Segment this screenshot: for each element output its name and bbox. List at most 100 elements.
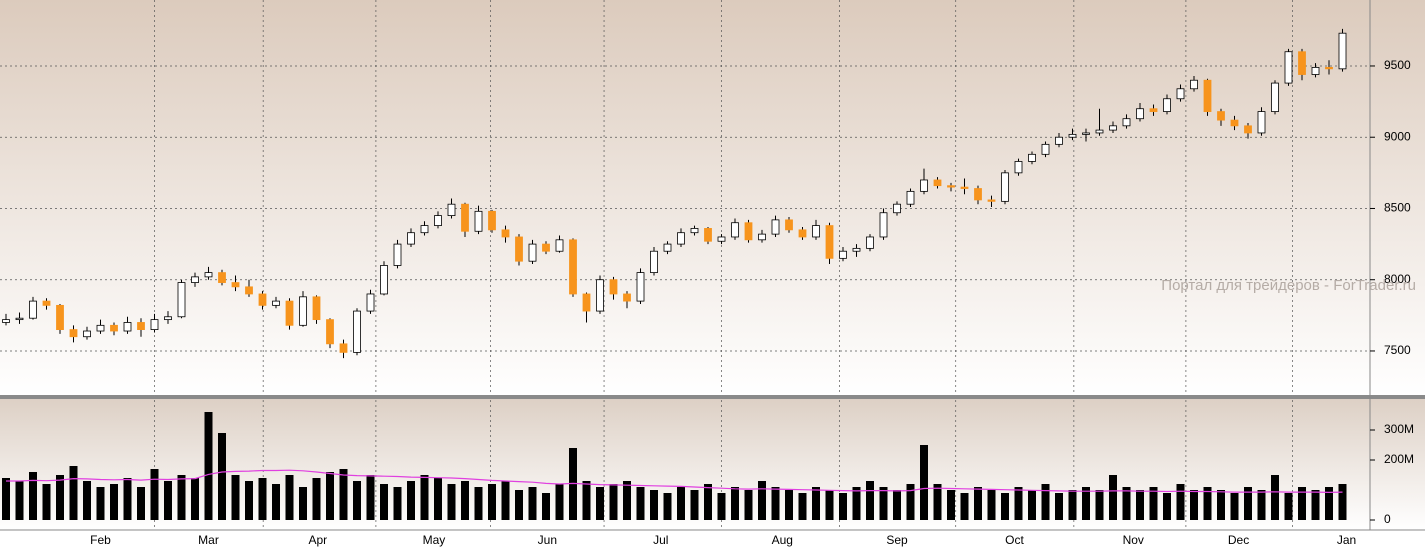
- volume-bar: [2, 478, 10, 520]
- volume-bar: [42, 484, 51, 520]
- candle-body: [744, 222, 753, 241]
- candle-body: [1203, 79, 1212, 112]
- volume-bar: [164, 481, 172, 520]
- volume-bar: [69, 466, 78, 520]
- volume-bar: [1001, 493, 1009, 520]
- candle-body: [717, 236, 726, 242]
- volume-y-tick-label: 300M: [1384, 422, 1414, 436]
- x-tick-label: Apr: [309, 533, 328, 547]
- candle-body: [258, 293, 267, 306]
- volume-bar: [1338, 484, 1347, 520]
- candle-body: [69, 329, 78, 338]
- candle-body: [1122, 118, 1131, 127]
- candle-body: [447, 203, 456, 216]
- candle-body: [366, 293, 375, 312]
- candle-body: [933, 179, 942, 187]
- candle-body: [272, 300, 280, 306]
- candle-body: [1028, 153, 1036, 162]
- volume-bar: [582, 481, 591, 520]
- volume-bar: [947, 490, 955, 520]
- candle-body: [569, 239, 577, 295]
- candle-body: [690, 228, 699, 234]
- volume-bar: [1055, 493, 1063, 520]
- candle-body: [731, 222, 739, 238]
- volume-bar: [204, 412, 213, 520]
- candle-body: [96, 324, 105, 332]
- candle-body: [1095, 129, 1104, 134]
- volume-bar: [137, 487, 145, 520]
- volume-bar: [461, 481, 469, 520]
- candle-body: [1082, 132, 1090, 135]
- candle-body: [1001, 172, 1009, 202]
- candle-body: [704, 228, 712, 242]
- candle-body: [852, 247, 861, 252]
- candle-body: [501, 229, 510, 238]
- volume-bar: [1041, 484, 1050, 520]
- candle-body: [488, 210, 496, 231]
- volume-bar: [245, 481, 253, 520]
- x-tick-label: Mar: [198, 533, 219, 547]
- x-tick-label: Aug: [772, 533, 793, 547]
- candle-body: [596, 279, 604, 312]
- volume-bar: [636, 487, 645, 520]
- candle-body: [758, 233, 766, 241]
- volume-bar: [758, 481, 766, 520]
- volume-bar: [96, 487, 105, 520]
- y-tick-label: 9500: [1384, 58, 1411, 72]
- volume-bar: [1068, 490, 1077, 520]
- candle-body: [83, 330, 91, 338]
- volume-bar: [866, 481, 874, 520]
- candle-body: [1338, 32, 1347, 70]
- candle-body: [947, 185, 955, 188]
- candle-body: [312, 296, 321, 321]
- volume-bar: [1257, 490, 1266, 520]
- x-tick-label: Dec: [1228, 533, 1249, 547]
- candle-body: [1163, 98, 1171, 112]
- candle-body: [1284, 51, 1293, 84]
- candle-body: [1311, 67, 1320, 75]
- volume-bar: [488, 484, 496, 520]
- candle-body: [677, 232, 685, 245]
- volume-bar: [852, 487, 861, 520]
- candle-body: [1055, 136, 1063, 145]
- candle-body: [2, 319, 10, 323]
- candle-body: [42, 300, 51, 306]
- x-tick-label: Jan: [1337, 533, 1356, 547]
- volume-ma-line: [6, 469, 1343, 494]
- volume-bar: [1149, 487, 1158, 520]
- candle-body: [326, 319, 334, 345]
- volume-bar: [974, 487, 982, 520]
- candle-body: [177, 282, 186, 318]
- volume-bar: [1284, 493, 1293, 520]
- candle-body: [636, 272, 645, 302]
- candle-body: [528, 243, 537, 262]
- volume-bar: [798, 493, 807, 520]
- volume-bar: [474, 487, 483, 520]
- candle-body: [866, 236, 874, 249]
- volume-bar: [555, 484, 564, 520]
- candle-body: [825, 225, 834, 259]
- candle-body: [204, 272, 213, 278]
- volume-bar: [339, 469, 348, 520]
- candle-body: [15, 317, 24, 321]
- volume-bar: [177, 475, 186, 520]
- volume-bar: [515, 490, 523, 520]
- candle-body: [798, 229, 807, 238]
- watermark: Портал для трейдеров - ForTrader.ru: [1161, 277, 1416, 294]
- volume-bar: [29, 472, 37, 520]
- candle-body: [1271, 82, 1279, 112]
- candle-body: [1149, 108, 1158, 112]
- candle-body: [164, 316, 172, 321]
- volume-bar: [542, 493, 550, 520]
- candle-body: [245, 286, 253, 295]
- volume-bar: [1311, 490, 1320, 520]
- candle-body: [461, 203, 469, 232]
- volume-bar: [393, 487, 402, 520]
- volume-bar: [15, 481, 24, 520]
- candle-body: [420, 225, 429, 234]
- volume-bar: [744, 490, 753, 520]
- volume-bar: [1244, 487, 1252, 520]
- volume-bar: [353, 481, 361, 520]
- candle-body: [839, 250, 847, 259]
- candle-body: [974, 188, 982, 201]
